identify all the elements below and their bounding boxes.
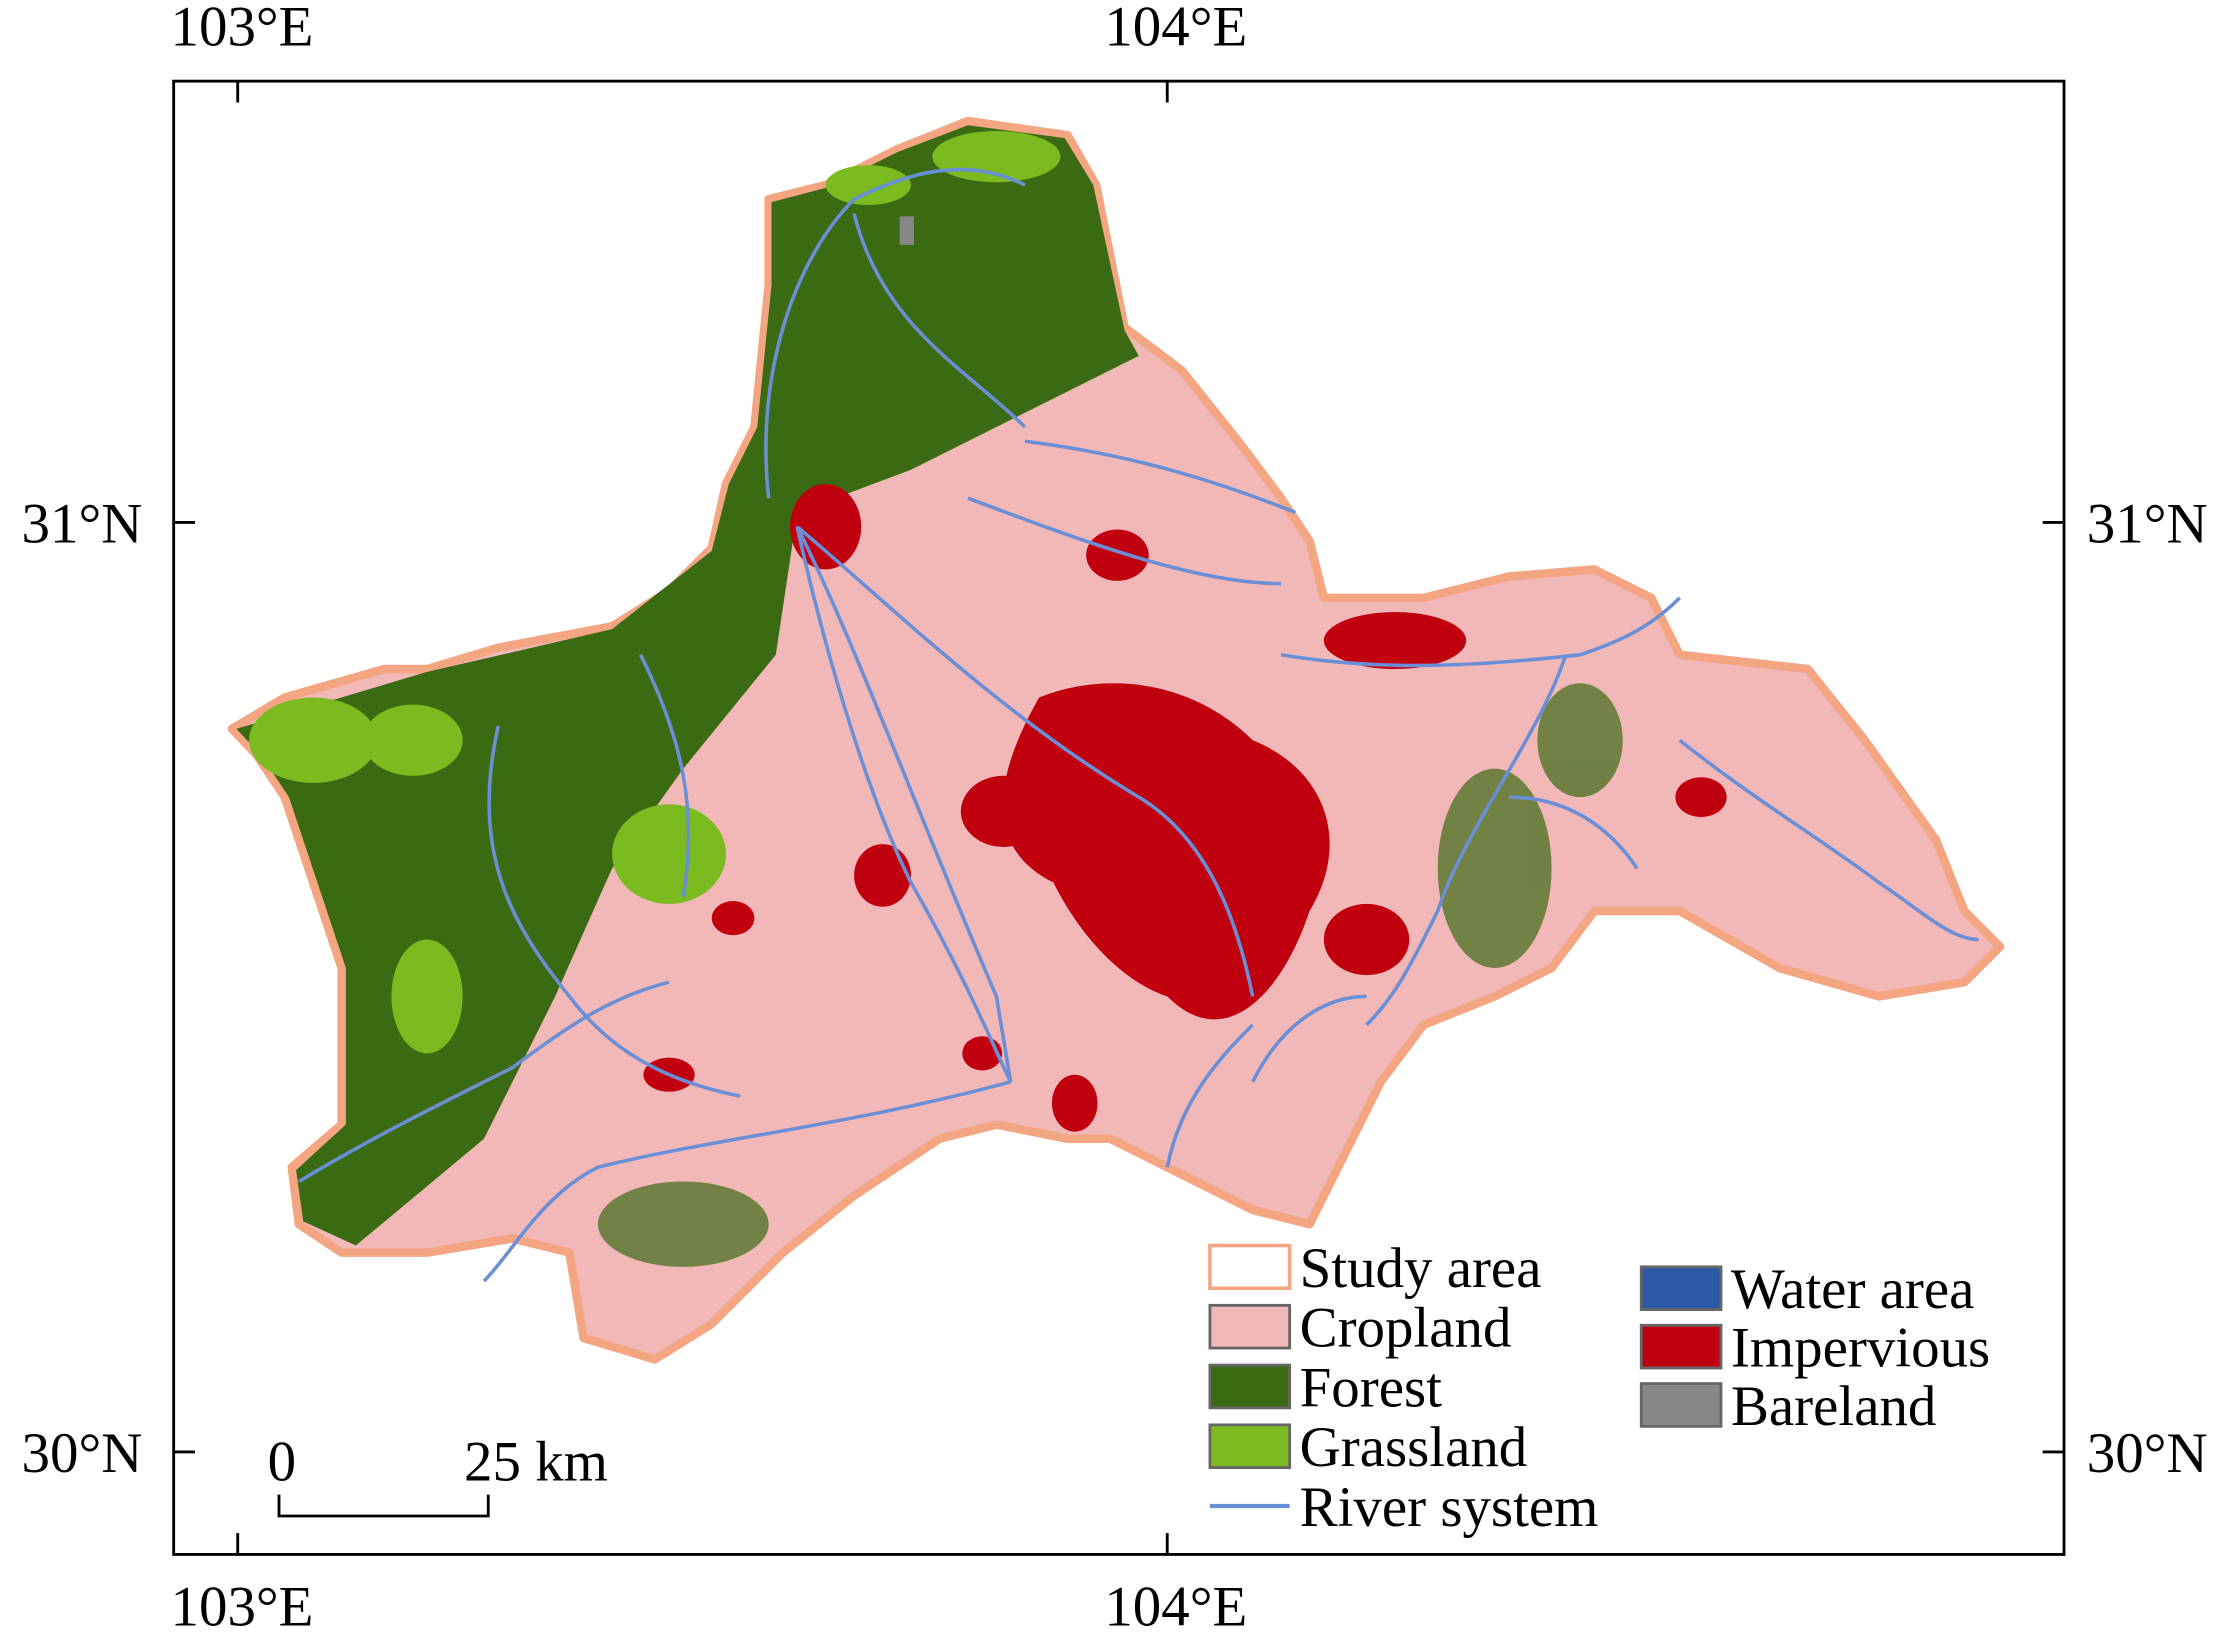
grassland-patch (612, 804, 726, 904)
impervious-patch (1002, 683, 1330, 1020)
legend-label: Water area (1731, 1258, 1974, 1321)
grassland-patch (825, 165, 912, 205)
legend-swatch (1639, 1382, 1723, 1428)
impervious-patch (711, 901, 755, 936)
grassland-patch (249, 697, 378, 783)
legend-swatch (1208, 1363, 1292, 1410)
lon-label: 104°E (1104, 0, 1247, 59)
legend-swatch (1208, 1243, 1292, 1291)
ticks (173, 81, 2065, 1555)
river (482, 1080, 1012, 1283)
legend-swatch (1208, 1423, 1292, 1470)
map-frame (172, 79, 2066, 1556)
river (1280, 596, 1681, 668)
forest-patches (597, 683, 1623, 1267)
impervious-patch (960, 775, 1047, 847)
legend-swatch (1639, 1265, 1723, 1312)
lon-label: 104°E (1104, 1576, 1247, 1637)
scale-bar-label: 25 km (464, 1430, 608, 1493)
legend-label: Impervious (1731, 1317, 1990, 1380)
river (1024, 439, 1297, 515)
forest-patch (597, 1181, 769, 1267)
bareland (899, 216, 914, 245)
river (638, 654, 691, 898)
river (795, 526, 1013, 1083)
lon-label: 103°E (171, 1576, 314, 1637)
river (1508, 795, 1639, 870)
forest (236, 125, 1139, 1246)
river (852, 213, 1027, 429)
scale-bar: 0 25 km (268, 1430, 608, 1518)
river (795, 525, 1013, 1083)
lat-label: 31°N (22, 492, 143, 555)
lat-label: 30°N (2087, 1422, 2208, 1485)
forest-patch (1437, 768, 1552, 968)
impervious-patch (1675, 777, 1727, 818)
river (1165, 1023, 1254, 1168)
legend-swatch (1208, 1303, 1292, 1350)
impervious-patch (1323, 612, 1467, 670)
legend-label: Bareland (1731, 1375, 1936, 1438)
impervious-patch (1051, 1074, 1098, 1132)
impervious (643, 483, 1727, 1132)
rivers (298, 167, 1979, 1283)
impervious-patch (1086, 529, 1149, 581)
study-area (227, 116, 2005, 1364)
river (1365, 654, 1568, 1027)
impervious-patch (1323, 903, 1410, 976)
river (1678, 738, 1979, 942)
legend-label: Study area (1300, 1237, 1542, 1300)
river (298, 980, 670, 1184)
legend-label: Grassland (1300, 1416, 1528, 1479)
impervious-patch (854, 844, 912, 907)
legend-label: Forest (1300, 1356, 1442, 1419)
river (1251, 994, 1367, 1083)
legend-label: River system (1300, 1476, 1599, 1539)
grassland-patch (391, 939, 463, 1054)
river (796, 525, 1255, 997)
scale-bar-line (277, 1494, 490, 1518)
river (487, 725, 741, 1098)
lat-label: 30°N (22, 1422, 143, 1485)
lat-label: 31°N (2087, 492, 2208, 555)
legend-label: Cropland (1300, 1297, 1512, 1360)
lon-label: 103°E (171, 0, 314, 59)
scale-bar-label: 0 (268, 1430, 296, 1493)
legend-swatch (1639, 1323, 1723, 1370)
forest-patch (1537, 683, 1623, 798)
grassland-patch (362, 704, 463, 776)
impervious-patch (790, 483, 862, 570)
river (967, 496, 1282, 586)
river (764, 167, 1026, 499)
